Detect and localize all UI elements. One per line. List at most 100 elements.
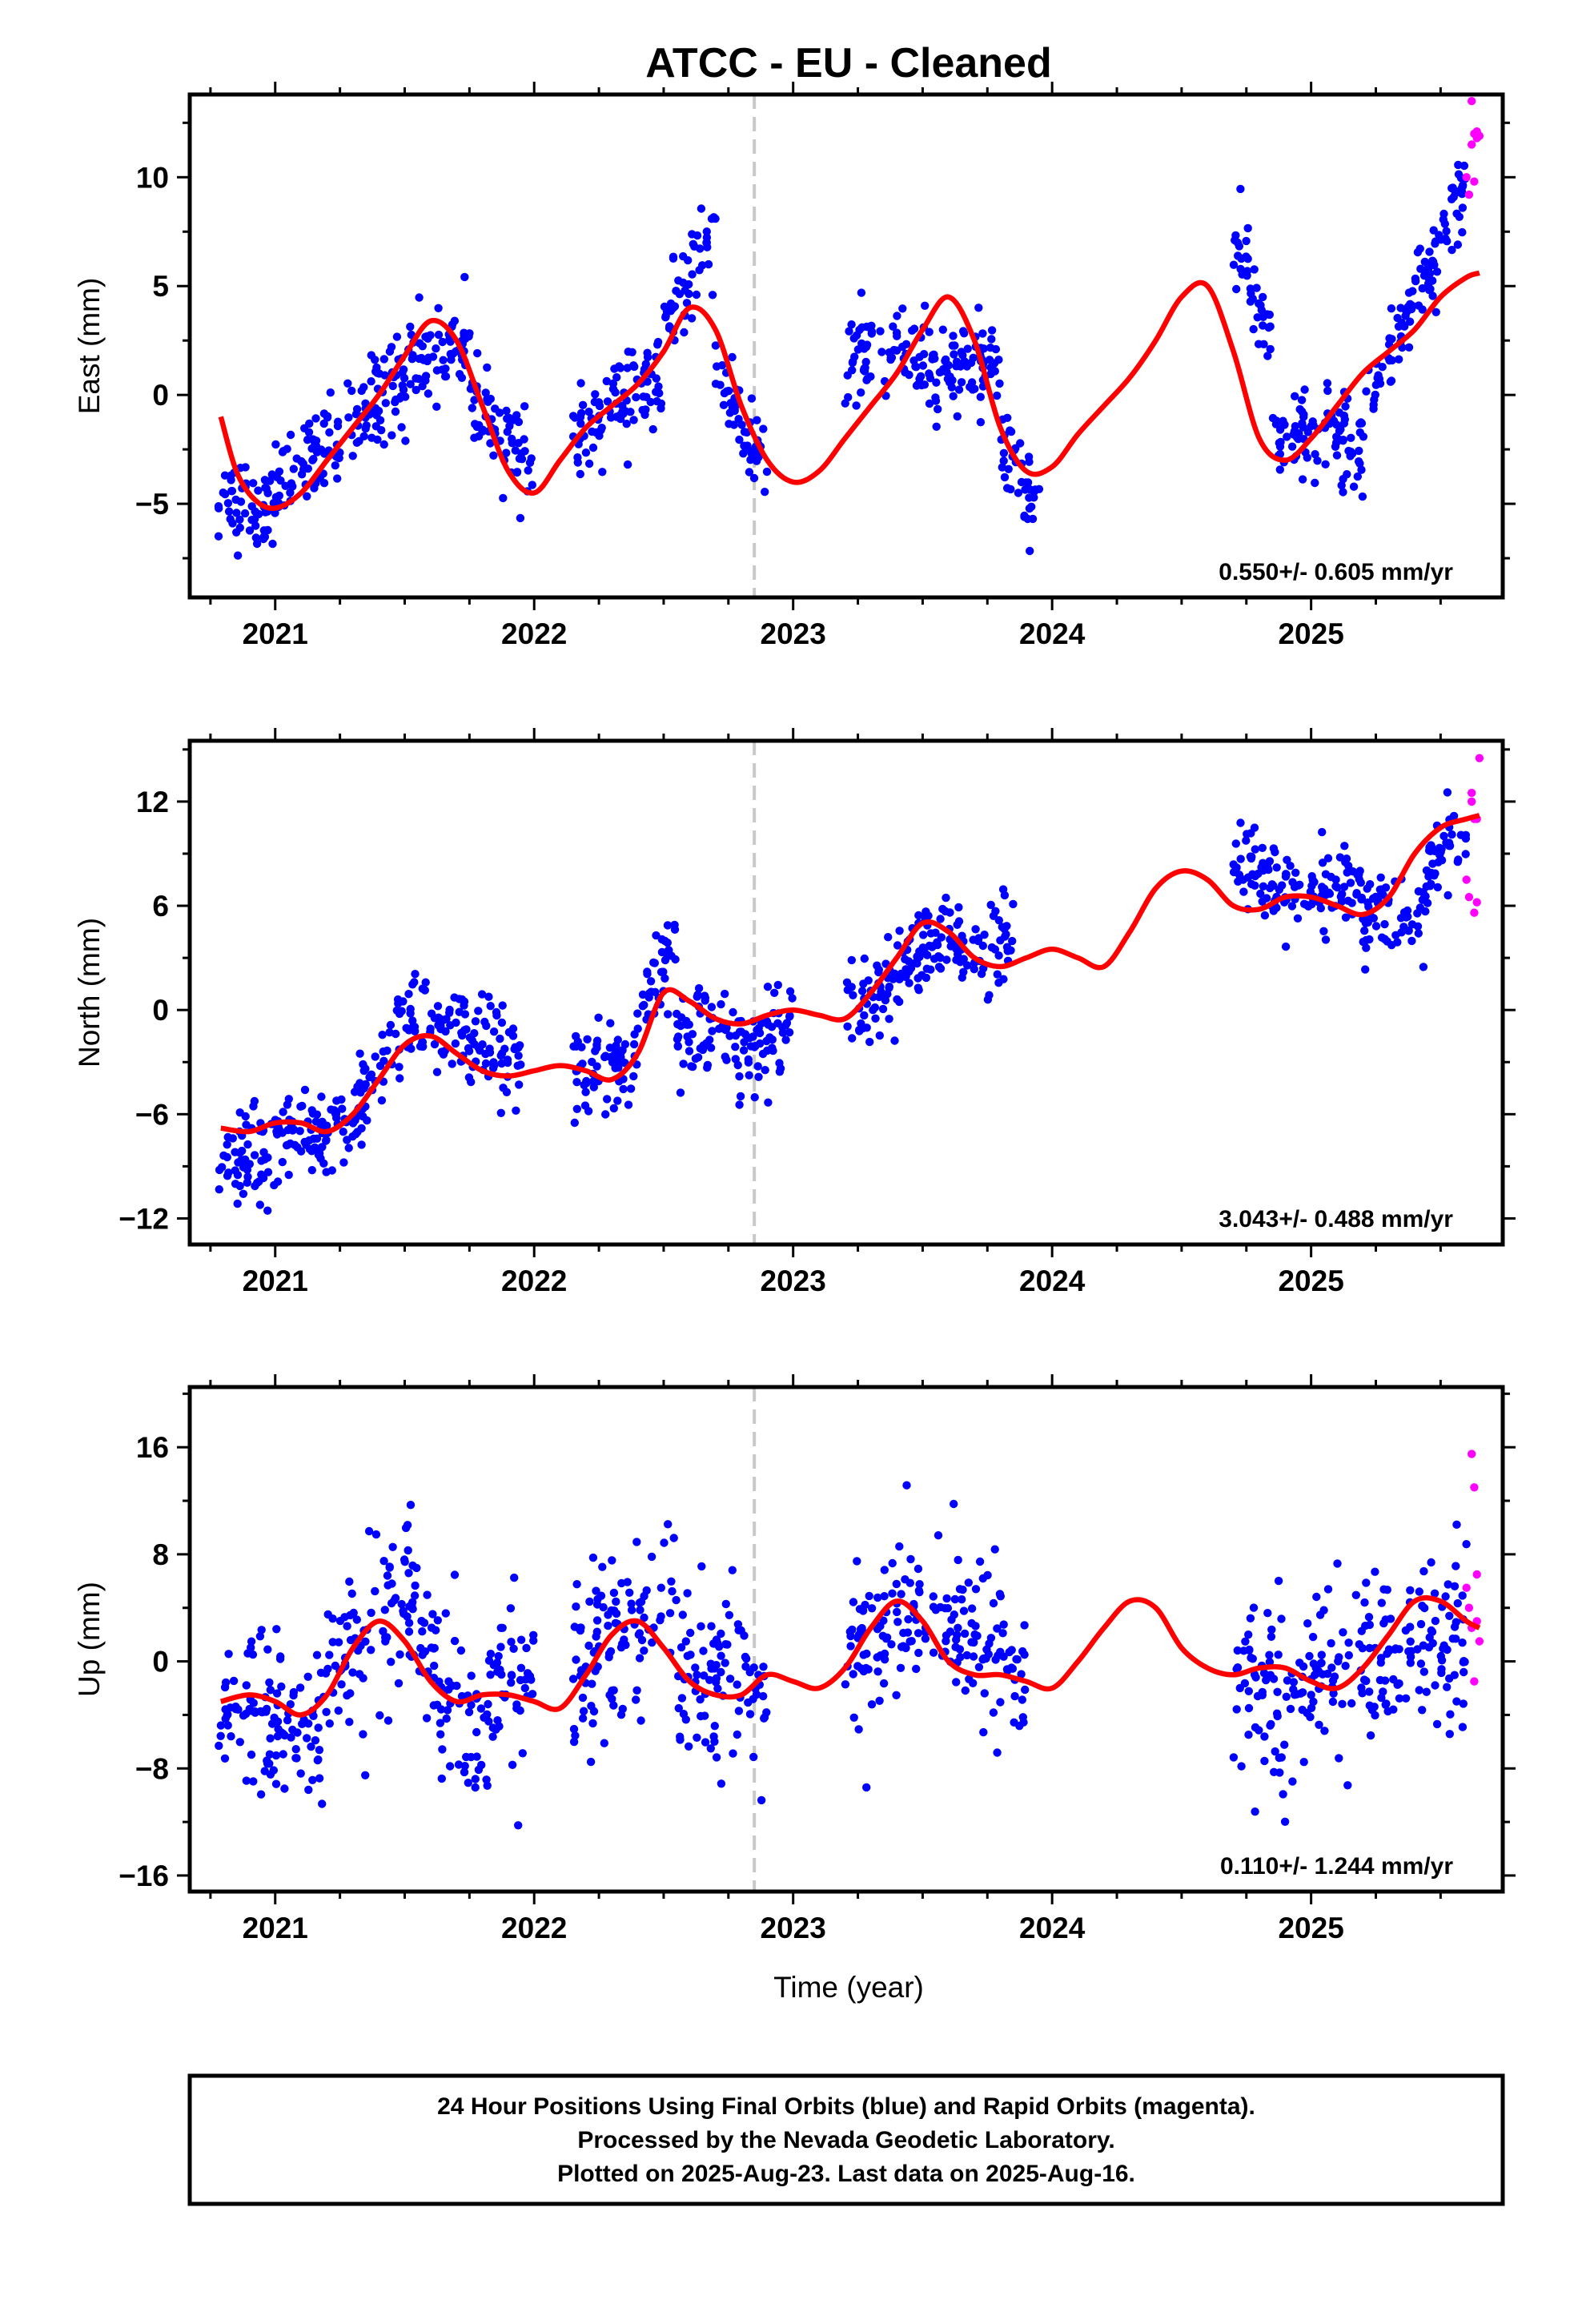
up-final-point [314,1723,323,1732]
up-final-point [396,1650,404,1659]
east-final-point [711,380,721,388]
east-final-point [1416,264,1425,273]
up-final-point [460,1762,469,1771]
up-final-point [873,1625,882,1634]
north-final-point [1259,882,1268,891]
up-final-point [371,1530,381,1539]
up-final-point [569,1724,579,1734]
north-final-point [430,1039,440,1049]
up-x-tick-label: 2022 [501,1912,567,1944]
east-final-point [215,504,223,513]
east-final-point [380,371,389,380]
north-final-point [1403,906,1412,915]
east-final-point [1411,276,1420,286]
east-final-point [759,424,768,433]
north-final-point [754,1072,763,1082]
north-final-point [1454,855,1463,864]
up-final-point [1286,1704,1295,1714]
footer-line-1: 24 Hour Positions Using Final Orbits (bl… [437,2093,1255,2120]
east-final-point [1431,239,1439,248]
east-final-point [343,379,352,388]
up-final-point [1427,1558,1435,1567]
up-final-point [686,1628,695,1638]
north-final-point [1319,927,1328,936]
north-final-point [1407,920,1417,929]
east-final-point [987,326,997,335]
north-final-point [259,1173,268,1183]
east-final-point [921,301,930,310]
up-final-point [893,1607,901,1617]
north-final-point [482,1021,491,1031]
up-final-point [721,1599,730,1609]
north-final-point [1333,883,1342,892]
north-final-point [496,1108,505,1118]
up-final-point [304,1785,313,1795]
up-final-point [1420,1603,1429,1613]
north-final-point [885,1015,893,1023]
up-final-point [677,1694,687,1703]
up-panel: 2021 2022 2023 2024 2025 −16 −8 0 8 16 Up (mm) 0.11… [73,1374,1516,1944]
east-final-point [596,426,605,435]
up-final-point [404,1627,414,1636]
up-final-point [604,1610,612,1619]
up-final-point [247,1637,256,1646]
north-final-point [691,1054,701,1063]
up-final-point [1379,1585,1388,1594]
east-final-point [473,348,482,358]
east-final-point [905,370,913,380]
up-final-point [262,1707,271,1716]
east-final-point [1300,385,1309,394]
north-final-point [583,1035,592,1044]
up-final-point [880,1566,889,1574]
up-final-point [436,1730,445,1739]
north-final-point [676,1088,685,1097]
east-final-point [1006,485,1015,494]
north-final-point [679,1059,688,1068]
north-final-point [739,1046,749,1055]
up-final-point [280,1731,289,1740]
east-final-point [708,291,717,300]
east-final-point [286,489,295,497]
north-final-point [273,1177,283,1186]
east-final-point [1385,334,1394,343]
up-final-point [592,1586,600,1595]
up-final-point [1299,1758,1308,1767]
footer-line-3: Plotted on 2025-Aug-23. Last data on 202… [557,2161,1135,2187]
up-final-point [493,1667,502,1676]
up-final-point [989,1708,998,1717]
north-final-point [581,1088,590,1096]
north-final-point [471,1017,480,1026]
up-final-point [263,1645,272,1654]
east-final-point [434,330,444,340]
up-final-point [1452,1634,1460,1643]
east-final-point [520,402,529,411]
east-final-point [857,288,866,297]
north-final-point [1362,935,1371,945]
east-final-point [753,416,761,424]
east-final-point [702,227,711,236]
east-final-point [391,407,400,416]
up-final-point [383,1581,392,1590]
up-final-point [1303,1619,1312,1628]
up-final-point [1362,1578,1371,1587]
up-final-point [295,1683,305,1692]
north-final-point [885,982,894,991]
north-final-point [1439,831,1448,841]
east-final-point [1246,297,1255,306]
north-final-point [873,961,881,970]
north-final-point [1251,871,1259,881]
east-final-point [1401,305,1410,314]
east-final-point [576,419,585,428]
east-final-point [892,328,901,337]
east-final-point [669,252,678,261]
up-final-point [484,1656,494,1665]
north-final-point [770,988,779,998]
east-final-point [993,391,1002,400]
up-y-tick-label: 16 [136,1431,169,1464]
up-final-point [1401,1694,1411,1703]
east-final-point [985,356,994,364]
up-final-point [875,1696,884,1705]
east-final-point [740,428,749,436]
east-final-point [746,456,755,464]
north-final-point [317,1092,326,1101]
